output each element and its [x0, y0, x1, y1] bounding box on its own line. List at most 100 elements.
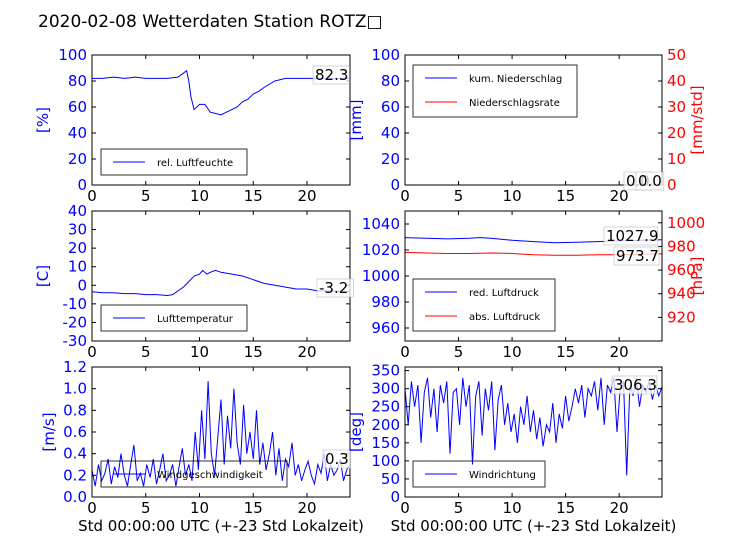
y-right-tick-label: 940	[667, 285, 696, 303]
x-tick-label: 0	[87, 187, 97, 205]
x-tick-label: 0	[87, 499, 97, 517]
x-tick-label: 5	[141, 187, 151, 205]
y-tick-label: 20	[381, 150, 400, 168]
y-right-tick-label: 920	[667, 308, 696, 326]
x-tick-label: 15	[556, 187, 575, 205]
y-tick-label: 40	[68, 202, 87, 220]
y-right-tick-label: 10	[667, 150, 686, 168]
y-axis-label: [mm]	[347, 100, 365, 141]
legend-entry: kum. Niederschlag	[469, 74, 562, 85]
value-label-box	[312, 65, 350, 85]
y-tick-label: 40	[68, 124, 87, 142]
x-tick-label: 15	[244, 499, 263, 517]
x-tick-label: 10	[190, 343, 209, 361]
last-value-label: 973.7	[616, 247, 659, 265]
figure-title: 2020-02-08 Wetterdaten Station ROTZ□	[38, 12, 383, 32]
last-value-label: 1027.9	[606, 227, 659, 245]
y-tick-label: 80	[68, 72, 87, 90]
last-value-label: -3.2	[319, 279, 348, 297]
legend-winddirection: Windrichtung	[412, 460, 546, 488]
legend-entry: red. Luftdruck	[469, 288, 539, 299]
value-label-box	[322, 449, 352, 469]
x-tick-label: 5	[141, 499, 151, 517]
y-tick-label: -10	[63, 295, 88, 313]
legend-humidity: rel. Luftfeuchte	[100, 148, 248, 176]
y-tick-label: 100	[371, 46, 400, 64]
x-tick-label: 20	[610, 499, 629, 517]
legend-entry: rel. Luftfeuchte	[157, 158, 233, 169]
x-tick-label: 0	[87, 343, 97, 361]
y-tick-label: -20	[63, 313, 88, 331]
legend-box	[412, 278, 556, 332]
legend-entry: Windgeschwindigkeit	[157, 470, 263, 481]
x-tick-label: 20	[297, 499, 316, 517]
legend-entry: abs. Luftdruck	[469, 312, 540, 323]
y-tick-label: 0	[77, 176, 87, 194]
x-tick-label: 15	[556, 343, 575, 361]
y-axis-label: [%]	[34, 107, 52, 133]
y-tick-label: 200	[371, 416, 400, 434]
legend-box	[100, 460, 288, 488]
x-tick-label: 0	[400, 343, 410, 361]
value-label-box	[603, 226, 658, 246]
y-tick-label: 0.2	[63, 466, 87, 484]
y-right-tick-label: 40	[667, 72, 686, 90]
x-tick-label: 20	[297, 343, 316, 361]
y-tick-label: 1020	[362, 241, 400, 259]
y-tick-label: 30	[68, 221, 87, 239]
series-line-temperature-0	[92, 269, 350, 297]
y-tick-label: 960	[371, 319, 400, 337]
legend-entry: Windrichtung	[469, 470, 536, 481]
legend-entry: Lufttemperatur	[157, 314, 234, 325]
y-tick-label: 50	[381, 470, 400, 488]
y-right-tick-label: 30	[667, 98, 686, 116]
y-tick-label: 1.2	[63, 358, 87, 376]
plot-frame-winddirection	[404, 366, 663, 498]
series-line-humidity-0	[92, 69, 350, 116]
x-tick-label: 20	[297, 187, 316, 205]
y-tick-label: 150	[371, 434, 400, 452]
legend-pressure: red. Luftdruck abs. Luftdruck	[412, 278, 556, 332]
y-tick-label: 10	[68, 258, 87, 276]
x-axis-label: Std 00:00:00 UTC (+-23 Std Lokalzeit)	[78, 517, 364, 535]
legend-box	[100, 304, 248, 332]
y-tick-label: 60	[381, 98, 400, 116]
legend-windspeed: Windgeschwindigkeit	[100, 460, 288, 488]
last-value-label: 0.3	[325, 450, 349, 468]
y-tick-label: 1.0	[63, 380, 87, 398]
y-right-tick-label: 1000	[667, 214, 705, 232]
x-axis-label: Std 00:00:00 UTC (+-23 Std Lokalzeit)	[391, 517, 677, 535]
y-tick-label: 100	[58, 46, 87, 64]
legend-box	[412, 460, 546, 488]
y-axis-label: [m/s]	[40, 412, 58, 451]
y-tick-label: 0	[77, 276, 87, 294]
x-tick-label: 20	[610, 187, 629, 205]
y-tick-label: 20	[68, 239, 87, 257]
x-tick-label: 5	[141, 343, 151, 361]
last-value-label: 306.3	[614, 376, 657, 394]
y-right-axis-label: [hPa]	[688, 257, 706, 296]
x-tick-label: 10	[503, 343, 522, 361]
value-label-box	[611, 375, 658, 395]
y-tick-label: 0.0	[63, 488, 87, 506]
x-tick-label: 10	[190, 187, 209, 205]
legend-box	[412, 64, 578, 118]
y-right-tick-label: 20	[667, 124, 686, 142]
x-tick-label: 15	[244, 343, 263, 361]
y-right-tick-label: 0	[667, 176, 677, 194]
y-tick-label: -30	[63, 332, 88, 350]
y-tick-label: 40	[381, 124, 400, 142]
x-tick-label: 10	[190, 499, 209, 517]
panel-pressure: 0 5 10 15 20 960 980 1000 1020 1040 920 940 960 980 10…	[362, 210, 706, 361]
legend-temperature: Lufttemperatur	[100, 304, 248, 332]
y-tick-label: 0.4	[63, 445, 87, 463]
plot-frame-temperature	[91, 210, 351, 342]
panel-humidity: 0 5 10 15 20 0 20 40 60 80 100 [%] rel. Luftfeuchte 8…	[34, 46, 351, 205]
y-tick-label: 1040	[362, 215, 400, 233]
y-right-tick-label: 50	[667, 46, 686, 64]
x-tick-label: 15	[556, 499, 575, 517]
value-label-box	[635, 171, 665, 191]
y-tick-label: 60	[68, 98, 87, 116]
